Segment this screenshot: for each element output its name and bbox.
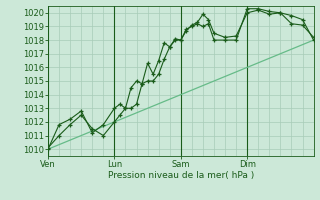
X-axis label: Pression niveau de la mer( hPa ): Pression niveau de la mer( hPa ) bbox=[108, 171, 254, 180]
